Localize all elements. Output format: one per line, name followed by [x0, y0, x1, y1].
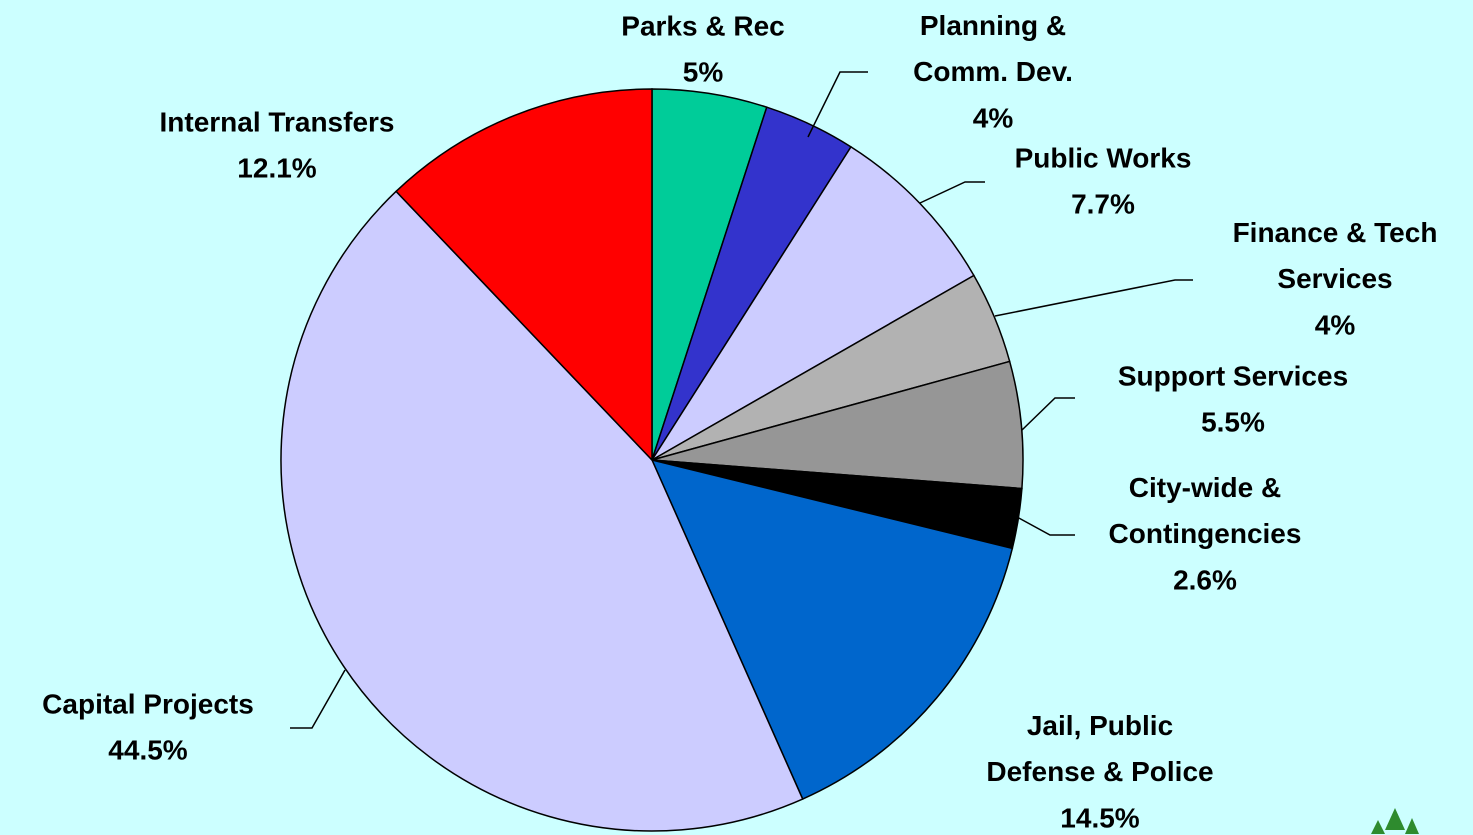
slice-label: Support Services	[1118, 360, 1348, 391]
slice-value-label: 5%	[683, 56, 724, 87]
leader-line	[1021, 397, 1075, 431]
logo-tree	[1385, 808, 1405, 830]
slice-label: Capital Projects	[42, 688, 254, 719]
slice-value-label: 12.1%	[237, 152, 316, 183]
slice-label: Finance & Tech Services	[1233, 217, 1438, 294]
leader-line	[994, 279, 1193, 317]
slice-label: Jail, Public Defense & Police	[986, 710, 1213, 787]
slice-label: Internal Transfers	[160, 106, 395, 137]
leader-line	[919, 181, 985, 204]
slice-value-label: 44.5%	[108, 734, 187, 765]
pie-slice	[395, 88, 653, 462]
slice-label: Public Works	[1015, 142, 1192, 173]
slice-value-label: 7.7%	[1071, 188, 1135, 219]
slice-label: City-wide & Contingencies	[1109, 472, 1302, 549]
pie-slice	[280, 190, 804, 832]
slice-value-label: 14.5%	[1060, 802, 1139, 833]
leader-line	[807, 71, 868, 138]
pie-slice	[650, 458, 1014, 801]
slice-label: Planning & Comm. Dev.	[913, 10, 1073, 87]
logo-tree	[1371, 820, 1385, 834]
slice-value-label: 2.6%	[1173, 564, 1237, 595]
slice-value-label: 4%	[1315, 309, 1356, 340]
slice-value-label: 5.5%	[1201, 406, 1265, 437]
leader-lines	[290, 71, 1193, 729]
slice-label: Parks & Rec	[621, 10, 784, 41]
logo	[1371, 808, 1419, 834]
leader-line	[1016, 516, 1075, 536]
leader-line	[290, 669, 346, 729]
slice-value-label: 4%	[973, 102, 1014, 133]
logo-tree	[1405, 818, 1419, 834]
pie-slice	[651, 145, 975, 461]
